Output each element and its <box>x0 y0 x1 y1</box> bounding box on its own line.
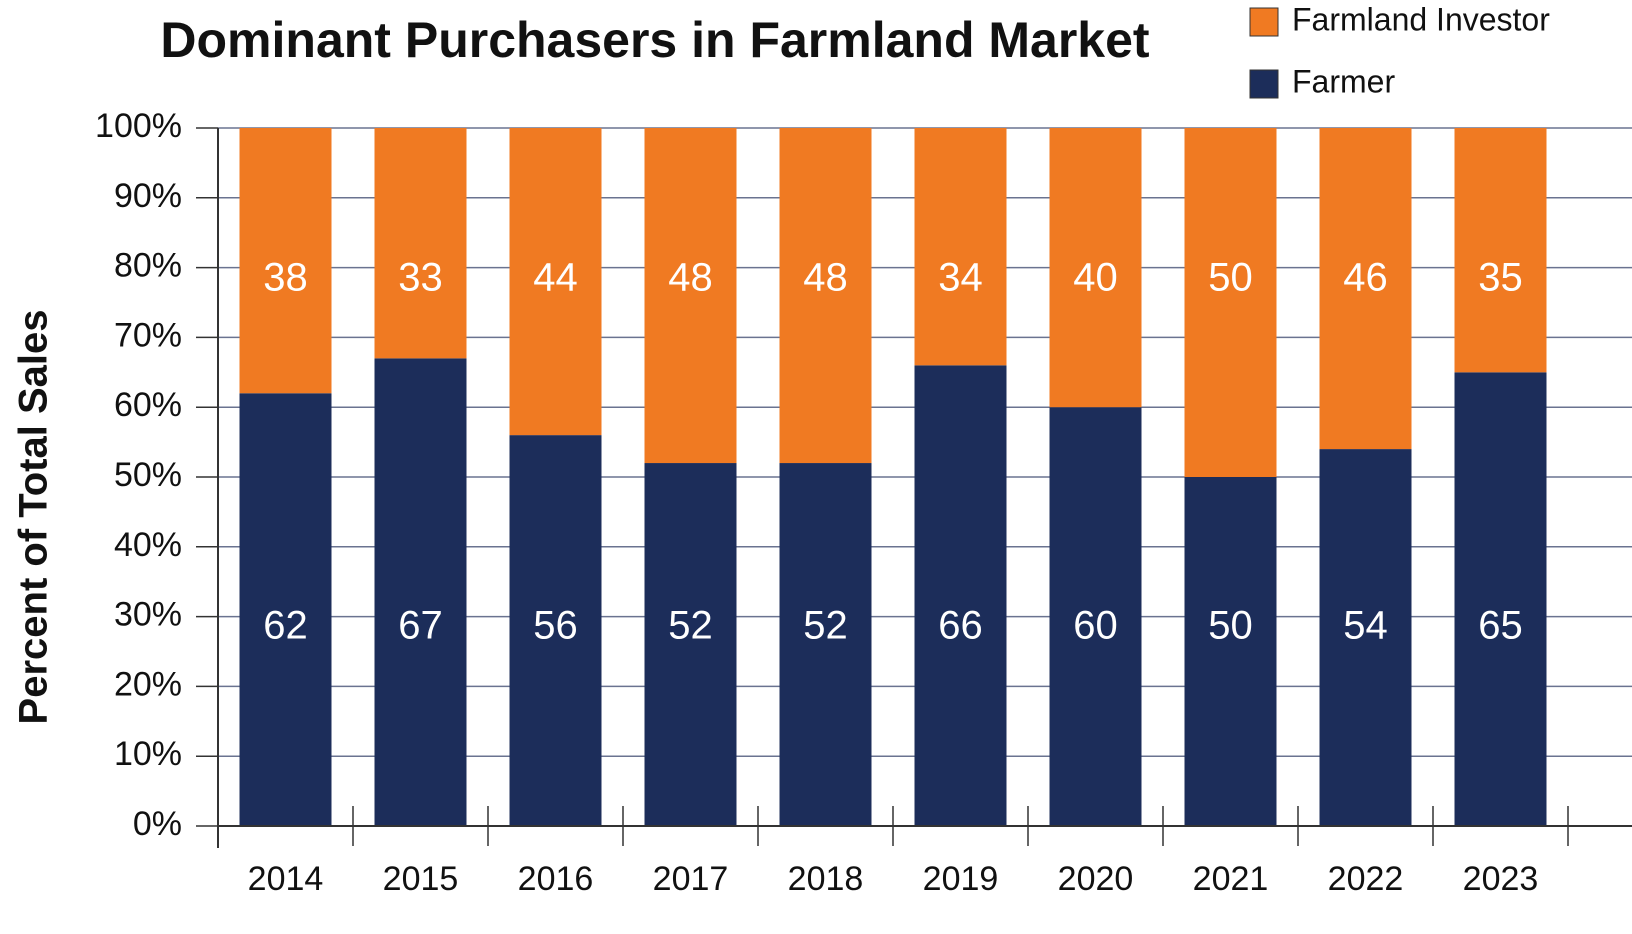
data-label: 46 <box>1343 256 1388 300</box>
bar-segment <box>1049 128 1142 408</box>
legend-swatch <box>1249 7 1279 37</box>
x-tick-label: 2015 <box>383 860 459 898</box>
data-label: 56 <box>533 604 578 648</box>
data-label: 50 <box>1208 256 1253 300</box>
bar-segment <box>1184 477 1277 826</box>
bar-segment <box>509 128 602 436</box>
y-tick-label: 40% <box>114 526 182 564</box>
y-tick-label: 100% <box>95 107 182 145</box>
data-label: 66 <box>938 604 983 648</box>
data-label: 33 <box>398 256 443 300</box>
bar-segment <box>779 128 872 464</box>
y-tick-label: 60% <box>114 386 182 424</box>
x-tick-label: 2023 <box>1463 860 1539 898</box>
y-tick-label: 90% <box>114 177 182 215</box>
y-tick-label: 0% <box>133 805 182 843</box>
data-label: 67 <box>398 604 443 648</box>
data-label: 48 <box>803 256 848 300</box>
data-label: 38 <box>263 256 308 300</box>
bar-segment <box>509 435 602 826</box>
bar-segment <box>1184 128 1277 477</box>
bar-segment <box>239 128 332 394</box>
data-label: 62 <box>263 604 308 648</box>
x-tick-label: 2021 <box>1193 860 1269 898</box>
data-label: 50 <box>1208 604 1253 648</box>
bar-segment <box>1454 128 1547 373</box>
x-tick-label: 2014 <box>248 860 324 898</box>
x-tick-label: 2016 <box>518 860 594 898</box>
data-label: 60 <box>1073 604 1118 648</box>
bar-segment <box>644 463 737 826</box>
y-tick-label: 30% <box>114 596 182 634</box>
y-tick-label: 20% <box>114 665 182 703</box>
data-label: 54 <box>1343 604 1388 648</box>
data-label: 48 <box>668 256 713 300</box>
y-tick-label: 50% <box>114 456 182 494</box>
bar-segment <box>1049 407 1142 826</box>
x-tick-label: 2022 <box>1328 860 1404 898</box>
x-tick-label: 2020 <box>1058 860 1134 898</box>
bar-segment <box>374 128 467 359</box>
legend-label: Farmer <box>1292 63 1395 99</box>
x-tick-label: 2019 <box>923 860 999 898</box>
bar-segment <box>1319 128 1412 450</box>
y-axis-title: Percent of Total Sales <box>12 310 56 725</box>
bar-segment <box>1319 449 1412 826</box>
legend-swatch <box>1249 69 1279 99</box>
data-label: 34 <box>938 256 983 300</box>
bar-segment <box>239 393 332 826</box>
bar-segment <box>644 128 737 464</box>
x-tick-label: 2018 <box>788 860 864 898</box>
data-label: 52 <box>803 604 848 648</box>
chart-title: Dominant Purchasers in Farmland Market <box>160 12 1150 68</box>
data-label: 65 <box>1478 604 1523 648</box>
legend-label: Farmland Investor <box>1292 1 1550 37</box>
bar-segment <box>914 365 1007 826</box>
data-label: 52 <box>668 604 713 648</box>
data-label: 40 <box>1073 256 1118 300</box>
data-label: 35 <box>1478 256 1523 300</box>
bar-segment <box>374 358 467 826</box>
x-tick-label: 2017 <box>653 860 729 898</box>
bar-segment <box>779 463 872 826</box>
y-tick-label: 10% <box>114 735 182 773</box>
y-tick-label: 80% <box>114 247 182 285</box>
data-label: 44 <box>533 256 578 300</box>
bar-segment <box>1454 372 1547 826</box>
y-tick-label: 70% <box>114 316 182 354</box>
bar-segment <box>914 128 1007 366</box>
